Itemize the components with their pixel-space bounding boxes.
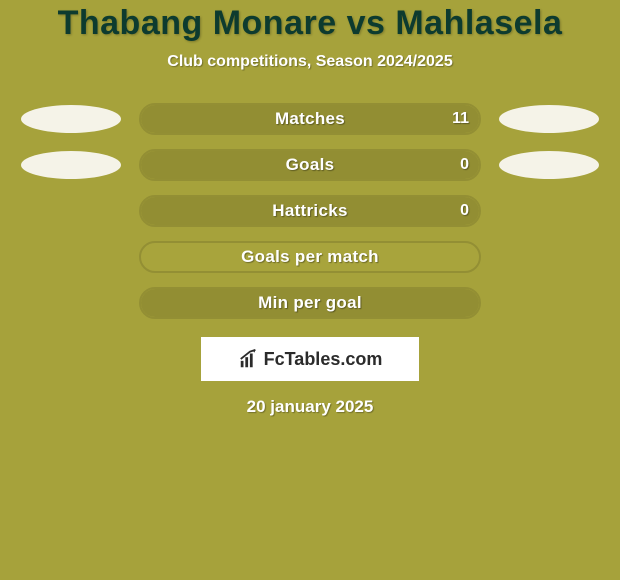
stat-value: 11 — [452, 110, 469, 128]
stat-row: Matches 11 — [0, 103, 620, 135]
right-value-oval — [499, 151, 599, 179]
stat-value: 0 — [460, 202, 469, 220]
chart-icon — [238, 348, 260, 370]
stats-rows: Matches 11 Goals 0 Hattricks 0 Goals per match… — [0, 103, 620, 319]
snapshot-date: 20 january 2025 — [247, 397, 374, 417]
stat-bar: Goals per match — [139, 241, 481, 273]
stat-bar: Min per goal — [139, 287, 481, 319]
stat-row: Goals 0 — [0, 149, 620, 181]
stat-bar: Hattricks 0 — [139, 195, 481, 227]
page-title: Thabang Monare vs Mahlasela — [58, 4, 563, 43]
stat-bar: Goals 0 — [139, 149, 481, 181]
stat-row: Hattricks 0 — [0, 195, 620, 227]
stat-row: Min per goal — [0, 287, 620, 319]
stat-value: 0 — [460, 156, 469, 174]
right-value-oval — [499, 105, 599, 133]
stat-label: Min per goal — [258, 293, 362, 313]
comparison-infographic: Thabang Monare vs Mahlasela Club competi… — [0, 0, 620, 580]
stat-label: Hattricks — [272, 201, 347, 221]
brand-logo: FcTables.com — [201, 337, 419, 381]
left-value-oval — [21, 105, 121, 133]
stat-label: Goals per match — [241, 247, 379, 267]
stat-bar: Matches 11 — [139, 103, 481, 135]
stat-label: Goals — [286, 155, 335, 175]
page-subtitle: Club competitions, Season 2024/2025 — [167, 53, 452, 71]
brand-text: FcTables.com — [264, 349, 383, 370]
left-value-oval — [21, 151, 121, 179]
stat-row: Goals per match — [0, 241, 620, 273]
stat-label: Matches — [275, 109, 345, 129]
